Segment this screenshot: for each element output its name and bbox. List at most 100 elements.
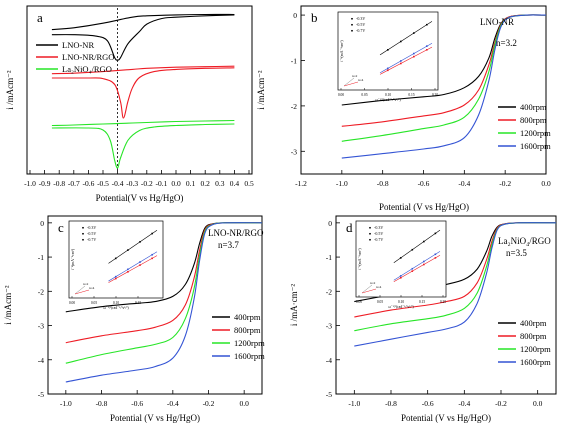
inset-fit-line — [379, 21, 433, 56]
series-2-forward-sweep — [51, 67, 235, 119]
inset-legend-marker — [351, 17, 353, 20]
electron-number-annotation: n=3.5 — [506, 248, 527, 258]
y-tick-label: -3 — [38, 322, 44, 331]
inset-legend-label: -0.3V — [356, 16, 365, 21]
series-1-forward-sweep — [51, 14, 235, 61]
y-tick-label: -4 — [38, 356, 44, 365]
inset-data-point — [127, 271, 129, 273]
x-tick-label: -0.6 — [82, 179, 94, 188]
inset-data-point — [426, 45, 428, 47]
inset-data-point — [114, 277, 117, 280]
series-1-reverse-sweep — [51, 13, 235, 31]
x-tick-label: -0.2 — [495, 399, 507, 408]
x-tick-label: -0.8 — [53, 179, 65, 188]
electron-number-annotation: n=3.2 — [496, 38, 517, 48]
panel-label: c — [58, 220, 64, 235]
inset-legend-label: -0.5V — [356, 22, 365, 27]
inset-data-point — [411, 267, 414, 270]
y-tick-label: -5 — [38, 390, 44, 399]
sample-name: LNO-NR — [480, 17, 514, 27]
x-tick-label: -0.5 — [97, 179, 109, 188]
x-tick-label: 0.1 — [186, 179, 196, 188]
inset-data-point — [151, 257, 153, 260]
legend-label: La₂NiO₄/RGO — [62, 64, 112, 74]
y-axis-label: i /mA·cm⁻² — [289, 284, 299, 326]
inset-legend-label: -0.7V — [356, 28, 365, 33]
y-tick-label: -1 — [291, 56, 297, 65]
inset-x-tick-label: 0.00 — [356, 300, 362, 304]
inset-x-axis-label: ω⁻¹/²(rad⁻¹/²s¹/²) — [103, 306, 129, 310]
inset-x-tick-label: 0.05 — [91, 301, 97, 305]
inset-data-point — [151, 253, 153, 256]
inset-frame — [355, 220, 447, 298]
x-tick-label: 0.4 — [230, 179, 240, 188]
y-tick-label: -2 — [291, 102, 297, 111]
inset-data-point — [411, 248, 414, 251]
x-tick-label: -0.6 — [131, 399, 143, 408]
inset-x-tick-label: 0.10 — [385, 93, 391, 97]
y-axis-label: i /mAcm⁻² — [5, 70, 15, 109]
legend-label: 1200rpm — [234, 338, 265, 348]
x-tick-label: 0.2 — [201, 179, 211, 188]
inset-data-point — [426, 49, 428, 51]
inset-data-point — [411, 270, 414, 272]
inset-koutecky-levich: 0.00 0.05 0.10 0.15 0.20 ω⁻¹/²(rad⁻¹/²s¹/²) i⁻… — [355, 220, 447, 309]
legend-label: LNO-NR/RGO — [62, 52, 114, 62]
x-tick-label: -1.0 — [60, 399, 72, 408]
y-tick-label: -5 — [326, 390, 332, 399]
plot-frame — [47, 215, 263, 395]
inset-frame — [68, 220, 164, 299]
inset-data-point — [387, 67, 389, 70]
y-tick-label: -3 — [291, 147, 297, 156]
x-tick-label: -0.2 — [203, 399, 215, 408]
inset-x-tick-label: 0.20 — [432, 93, 438, 97]
inset-data-point — [434, 253, 437, 256]
x-tick-label: -1.2 — [295, 179, 307, 188]
legend-label: 800rpm — [520, 331, 547, 341]
inset-data-point — [413, 55, 415, 58]
panel-c: c-1.0 -0.8 -0.6 -0.4 -0.2 0.00-1-2-3-4-5Poten… — [3, 215, 265, 423]
series-3-reverse-sweep — [51, 119, 235, 127]
inset-legend-label: -0.5V — [87, 231, 96, 236]
series-line-1600rpm — [65, 222, 263, 383]
y-tick-label: -2 — [326, 287, 332, 296]
legend-label: LNO-NR — [62, 40, 94, 50]
inset-fit-line — [108, 229, 158, 264]
inset-x-tick-label: 0.15 — [419, 300, 425, 304]
inset-data-point — [127, 268, 129, 271]
y-tick-label: -1 — [38, 253, 44, 262]
inset-data-point — [399, 277, 402, 279]
legend-label: 1200rpm — [520, 128, 551, 138]
legend-label: 400rpm — [520, 318, 547, 328]
inset-x-tick-label: 0.10 — [398, 300, 404, 304]
series-line-1600rpm — [341, 14, 547, 159]
y-tick-label: -4 — [326, 356, 332, 365]
x-tick-label: -0.6 — [422, 399, 434, 408]
inset-data-point — [139, 241, 141, 243]
legend-label: 800rpm — [520, 115, 547, 125]
inset-legend-marker — [369, 232, 371, 235]
y-tick-label: -1 — [326, 253, 332, 262]
inset-data-point — [114, 275, 117, 278]
x-tick-label: -1.0 — [336, 179, 348, 188]
inset-legend-label: -0.7V — [374, 237, 383, 242]
inset-data-point — [114, 257, 117, 260]
x-tick-label: -0.3 — [126, 179, 138, 188]
panel-a: a -1.0 -0.9 -0.8 -0.7 -0.6 -0.5 -0.4 -0.3 -0.2 -0.… — [5, 5, 254, 203]
x-tick-label: 0.0 — [239, 399, 249, 408]
inset-x-axis-label: ω⁻¹/²(rad⁻¹/²s¹/²) — [375, 98, 401, 102]
inset-legend-label: -0.3V — [87, 225, 96, 230]
inset-y-axis-label: i⁻¹(mA⁻¹cm²) — [71, 248, 75, 270]
panel-d: d-1.0 -0.8 -0.6 -0.4 -0.2 0.00-1-2-3-4-5Poten… — [289, 215, 557, 423]
panel-label: d — [346, 220, 353, 235]
sample-name: La₂NiO₄/RGO — [498, 236, 551, 246]
x-tick-label: -0.9 — [39, 179, 51, 188]
inset-guide-label: n=4 — [358, 78, 364, 82]
inset-fit-line — [108, 255, 158, 283]
legend-label: 400rpm — [520, 102, 547, 112]
inset-legend-marker — [369, 226, 371, 229]
inset-guide-label: n=4 — [376, 285, 382, 289]
x-tick-label: 0.0 — [171, 179, 181, 188]
x-axis-label: Potential (V vs Hg/HgO) — [110, 413, 200, 423]
inset-guide-label: n=2 — [352, 74, 358, 78]
